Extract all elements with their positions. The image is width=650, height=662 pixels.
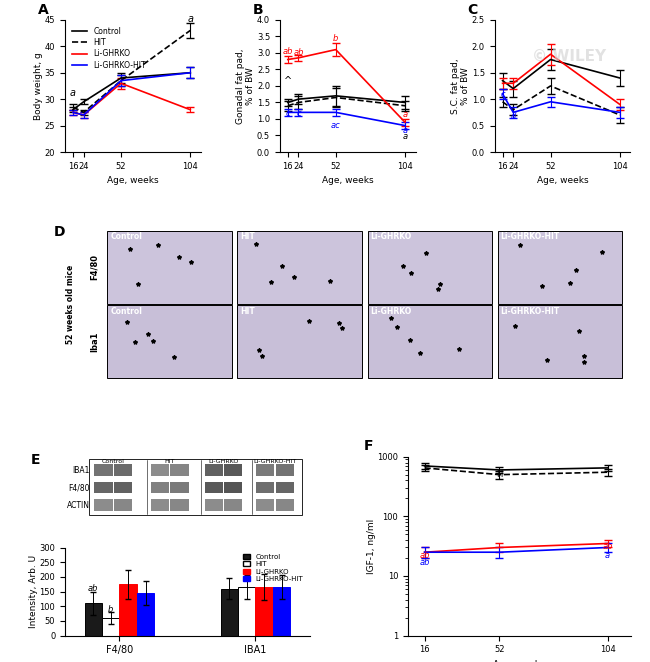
Bar	[255, 587, 273, 636]
FancyBboxPatch shape	[498, 230, 622, 304]
FancyBboxPatch shape	[256, 482, 274, 493]
Text: ab: ab	[419, 551, 430, 560]
FancyBboxPatch shape	[170, 482, 188, 493]
FancyBboxPatch shape	[114, 499, 133, 511]
FancyBboxPatch shape	[276, 482, 294, 493]
FancyBboxPatch shape	[224, 482, 242, 493]
Text: ^: ^	[283, 76, 292, 86]
Bar	[273, 587, 290, 636]
Text: ab: ab	[283, 46, 293, 56]
FancyBboxPatch shape	[237, 305, 362, 378]
Y-axis label: Intensity, Arb. U: Intensity, Arb. U	[29, 555, 38, 628]
Text: c: c	[296, 109, 301, 118]
FancyBboxPatch shape	[107, 230, 232, 304]
Bar	[238, 587, 255, 636]
FancyBboxPatch shape	[205, 482, 223, 493]
Text: ab: ab	[419, 559, 430, 567]
Text: Control: Control	[102, 459, 125, 464]
Y-axis label: S.C. fat pad,
% of BW: S.C. fat pad, % of BW	[451, 58, 471, 114]
Legend: Control, HIT, Li-GHRKO, Li-GHRKO-HIT: Control, HIT, Li-GHRKO, Li-GHRKO-HIT	[240, 551, 306, 585]
Text: ab: ab	[603, 542, 613, 551]
Text: a: a	[187, 14, 193, 24]
Text: ACTIN: ACTIN	[66, 501, 90, 510]
Text: c: c	[500, 89, 505, 99]
Text: Li-GHRKO-HIT: Li-GHRKO-HIT	[500, 232, 560, 241]
FancyBboxPatch shape	[276, 464, 294, 476]
Bar	[120, 585, 136, 636]
Text: IBA1: IBA1	[72, 466, 90, 475]
Bar	[102, 618, 120, 636]
FancyBboxPatch shape	[276, 499, 294, 511]
FancyBboxPatch shape	[367, 230, 492, 304]
Bar	[84, 603, 102, 636]
FancyBboxPatch shape	[114, 482, 133, 493]
FancyBboxPatch shape	[256, 464, 274, 476]
Text: F4/80: F4/80	[90, 254, 99, 280]
Text: B: B	[253, 3, 263, 17]
Text: F4/80: F4/80	[68, 483, 90, 493]
Text: b: b	[108, 604, 113, 614]
Text: HIT: HIT	[240, 232, 255, 241]
FancyBboxPatch shape	[151, 464, 169, 476]
Text: Li-GHRKO: Li-GHRKO	[370, 307, 411, 316]
FancyBboxPatch shape	[94, 482, 112, 493]
FancyBboxPatch shape	[170, 499, 188, 511]
Text: Iba1: Iba1	[90, 332, 99, 352]
FancyBboxPatch shape	[224, 464, 242, 476]
Text: a: a	[402, 132, 408, 142]
Y-axis label: IGF-1, ng/ml: IGF-1, ng/ml	[367, 518, 376, 574]
FancyBboxPatch shape	[151, 482, 169, 493]
FancyBboxPatch shape	[170, 464, 188, 476]
Text: a: a	[605, 551, 610, 560]
FancyBboxPatch shape	[205, 499, 223, 511]
Text: a: a	[70, 87, 76, 97]
Legend: Control, HIT, Li-GHRKO, Li-GHRKO-HIT: Control, HIT, Li-GHRKO, Li-GHRKO-HIT	[69, 24, 149, 73]
Text: d: d	[510, 113, 516, 121]
FancyBboxPatch shape	[367, 305, 492, 378]
Text: Li-GHRKO-HIT: Li-GHRKO-HIT	[500, 307, 560, 316]
FancyBboxPatch shape	[205, 464, 223, 476]
Text: Li-GHRKO: Li-GHRKO	[370, 232, 411, 241]
FancyBboxPatch shape	[94, 464, 112, 476]
Bar	[220, 589, 238, 636]
Text: Control: Control	[111, 307, 142, 316]
Text: c: c	[285, 109, 290, 118]
Text: C: C	[467, 3, 478, 17]
Text: Li-GHRKO-HIT: Li-GHRKO-HIT	[254, 459, 296, 464]
FancyBboxPatch shape	[94, 499, 112, 511]
FancyBboxPatch shape	[107, 305, 232, 378]
FancyBboxPatch shape	[237, 230, 362, 304]
Text: HIT: HIT	[240, 307, 255, 316]
X-axis label: Age, weeks: Age, weeks	[537, 176, 588, 185]
FancyBboxPatch shape	[114, 464, 133, 476]
Text: Li-GHRKO: Li-GHRKO	[208, 459, 239, 464]
Y-axis label: Body weight, g: Body weight, g	[34, 52, 44, 120]
Text: D: D	[54, 225, 65, 239]
Text: A: A	[38, 3, 49, 17]
FancyBboxPatch shape	[151, 499, 169, 511]
X-axis label: Age, weeks: Age, weeks	[322, 176, 374, 185]
Text: a: a	[402, 111, 408, 119]
Text: E: E	[31, 453, 40, 467]
Y-axis label: Gonadal fat pad,
% of BW: Gonadal fat pad, % of BW	[236, 48, 255, 124]
Text: © WILEY: © WILEY	[532, 50, 606, 64]
Text: b: b	[333, 34, 339, 43]
Bar	[136, 593, 154, 636]
FancyBboxPatch shape	[224, 499, 242, 511]
X-axis label: Age, weeks: Age, weeks	[493, 660, 545, 662]
Text: H: H	[497, 471, 502, 479]
Text: ab: ab	[293, 48, 304, 56]
Text: Control: Control	[111, 232, 142, 241]
Text: F: F	[363, 439, 373, 453]
Text: ab: ab	[88, 584, 99, 593]
FancyBboxPatch shape	[498, 305, 622, 378]
Text: 52 weeks old mice: 52 weeks old mice	[66, 265, 75, 344]
Text: HIT: HIT	[164, 459, 175, 464]
FancyBboxPatch shape	[256, 499, 274, 511]
X-axis label: Age, weeks: Age, weeks	[107, 176, 159, 185]
Text: ac: ac	[331, 121, 341, 130]
Text: a: a	[402, 126, 408, 135]
